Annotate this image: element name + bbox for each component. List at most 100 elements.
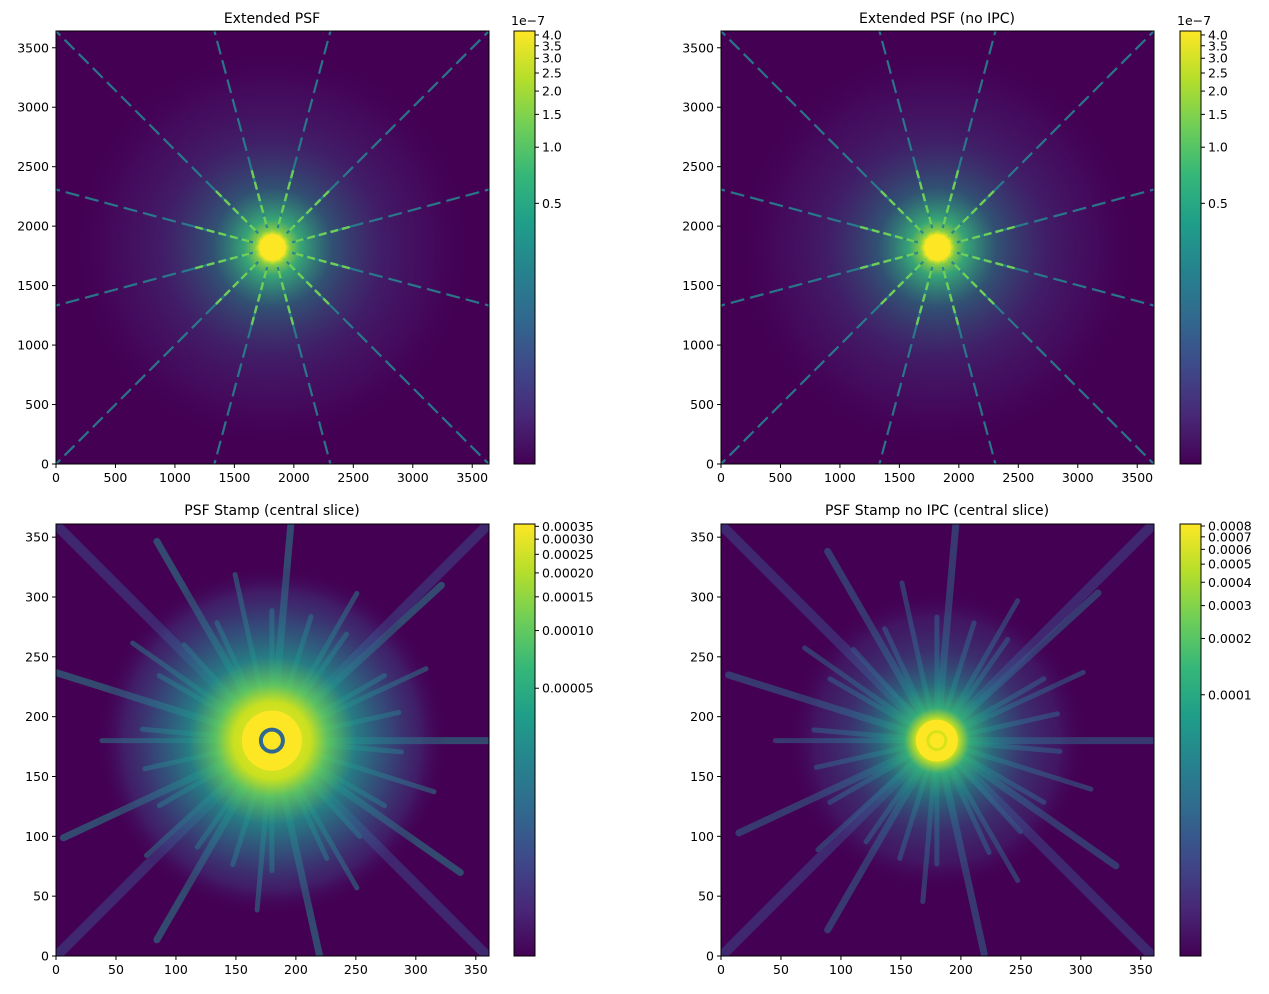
- panel-extended-psf-no-ipc: Extended PSF (no IPC) 0 500 1000 1500 2000 25…: [682, 11, 1228, 485]
- x-tick-label: 250: [344, 962, 368, 977]
- colorbar-tick-label: 1.5: [1208, 107, 1228, 122]
- colorbar-tick-label: 0.0006: [1208, 542, 1252, 557]
- x-tick-label: 50: [108, 962, 124, 977]
- y-tick-label: 250: [690, 649, 714, 664]
- x-tick-label: 1000: [824, 470, 856, 485]
- y-tick-label: 150: [690, 769, 714, 784]
- diffraction-spike: [56, 188, 273, 249]
- heatmap-image: [55, 30, 490, 465]
- y-tick-label: 0: [41, 949, 49, 964]
- heatmap-image: [55, 523, 490, 957]
- diffraction-spike: [721, 246, 939, 464]
- colorbar-tick-label: 1.0: [542, 140, 562, 155]
- axes-frame: [720, 30, 1155, 465]
- y-tick-label: 350: [690, 530, 714, 545]
- x-tick-label: 1000: [159, 470, 191, 485]
- y-tick-label: 50: [33, 889, 49, 904]
- diffraction-spike: [272, 188, 489, 249]
- y-tick-label: 500: [690, 397, 714, 412]
- core-center: [267, 736, 276, 745]
- y-tick-label: 0: [706, 949, 714, 964]
- y-tick-label: 250: [25, 649, 49, 664]
- x-axis: 0 500 1000 1500 2000 2500 3000 3500: [717, 464, 1153, 485]
- chart-title: PSF Stamp (central slice): [184, 503, 359, 519]
- diffraction-spike: [56, 246, 274, 464]
- y-tick-label: 300: [690, 589, 714, 604]
- y-axis: 0 500 1000 1500 2000 2500 3000 3500: [682, 40, 721, 472]
- colorbar-tick-label: 3.0: [542, 51, 562, 66]
- colorbar-offset-label: 1e−7: [1177, 13, 1211, 28]
- chart-title: Extended PSF: [224, 11, 320, 27]
- x-tick-label: 2000: [278, 470, 310, 485]
- y-tick-label: 100: [690, 829, 714, 844]
- x-tick-label: 0: [717, 962, 725, 977]
- x-tick-label: 3000: [1062, 470, 1094, 485]
- colorbar-gradient: [513, 523, 536, 957]
- x-tick-label: 50: [773, 962, 789, 977]
- axes-frame: [720, 523, 1155, 957]
- diffraction-spike: [213, 247, 274, 464]
- colorbar-gradient: [513, 30, 536, 465]
- diffraction-spike: [271, 246, 489, 464]
- y-tick-label: 2000: [17, 219, 49, 234]
- diffraction-spike: [271, 247, 332, 464]
- psf-core: [915, 719, 958, 762]
- colorbar-tick-label: 3.5: [542, 38, 562, 53]
- x-tick-label: 1500: [218, 470, 250, 485]
- colorbar-tick-label: 0.00035: [542, 519, 594, 534]
- colorbar-tick-label: 2.5: [1208, 66, 1228, 81]
- core-ring: [926, 730, 948, 752]
- colorbar-tick-label: 0.0004: [1208, 575, 1252, 590]
- axes-frame: [55, 523, 490, 957]
- colorbar-tick-label: 0.00015: [542, 589, 594, 604]
- x-tick-label: 3500: [456, 470, 488, 485]
- heatmap-image: [720, 523, 1155, 957]
- y-tick-label: 300: [25, 589, 49, 604]
- colorbar-tick-label: 2.0: [542, 84, 562, 99]
- diffraction-spike: [56, 31, 274, 249]
- x-tick-label: 0: [52, 470, 60, 485]
- y-tick-label: 1500: [682, 278, 714, 293]
- y-tick-label: 2500: [17, 159, 49, 174]
- colorbar-tick-label: 1.0: [1208, 140, 1228, 155]
- diffraction-spike: [213, 31, 274, 248]
- y-tick-label: 2500: [682, 159, 714, 174]
- colorbar-tick-label: 0.00020: [542, 565, 594, 580]
- panel-extended-psf: Extended PSF 0 500 1000 1500 2000 2500 3000 350…: [17, 11, 562, 485]
- x-tick-label: 250: [1009, 962, 1033, 977]
- colorbar-tick-label: 0.5: [542, 196, 562, 211]
- diffraction-spike: [271, 31, 332, 248]
- colorbar-tick-label: 0.0007: [1208, 529, 1252, 544]
- x-tick-label: 300: [404, 962, 428, 977]
- colorbar-tick-label: 3.0: [1208, 51, 1228, 66]
- psf-core: [919, 229, 956, 266]
- diffraction-spike: [721, 188, 938, 249]
- colorbar-gradient: [1179, 523, 1202, 957]
- axes-frame: [55, 30, 490, 465]
- x-tick-label: 500: [104, 470, 128, 485]
- colorbar-tick-label: 0.0003: [1208, 598, 1252, 613]
- diffraction-spike: [721, 31, 939, 249]
- colorbar-tick-label: 0.0008: [1208, 519, 1252, 534]
- x-tick-label: 500: [769, 470, 793, 485]
- diffraction-spike: [56, 246, 273, 307]
- y-tick-label: 1500: [17, 278, 49, 293]
- x-tick-label: 2500: [337, 470, 369, 485]
- x-tick-label: 3000: [397, 470, 429, 485]
- y-tick-label: 0: [41, 457, 49, 472]
- x-tick-label: 350: [1129, 962, 1153, 977]
- x-tick-label: 200: [949, 962, 973, 977]
- panel-psf-stamp-no-ipc: PSF Stamp no IPC (central slice) 0 50 100 1…: [690, 503, 1252, 977]
- colorbar-tick-label: 0.00030: [542, 532, 594, 547]
- colorbar: 4.03.53.02.5 2.0 1.5 1.0 0.5 1e−7: [1177, 13, 1228, 465]
- x-tick-label: 2000: [943, 470, 975, 485]
- x-axis: 0 50 100 150 200 250 300 350: [52, 956, 488, 977]
- colorbar-tick-label: 4.0: [1208, 27, 1228, 42]
- y-tick-label: 350: [25, 530, 49, 545]
- colorbar-tick-label: 0.0002: [1208, 631, 1252, 646]
- core-ring: [258, 727, 285, 754]
- chart-title: PSF Stamp no IPC (central slice): [825, 503, 1049, 519]
- diffraction-spike: [272, 246, 489, 307]
- colorbar-tick-label: 0.0001: [1208, 687, 1252, 702]
